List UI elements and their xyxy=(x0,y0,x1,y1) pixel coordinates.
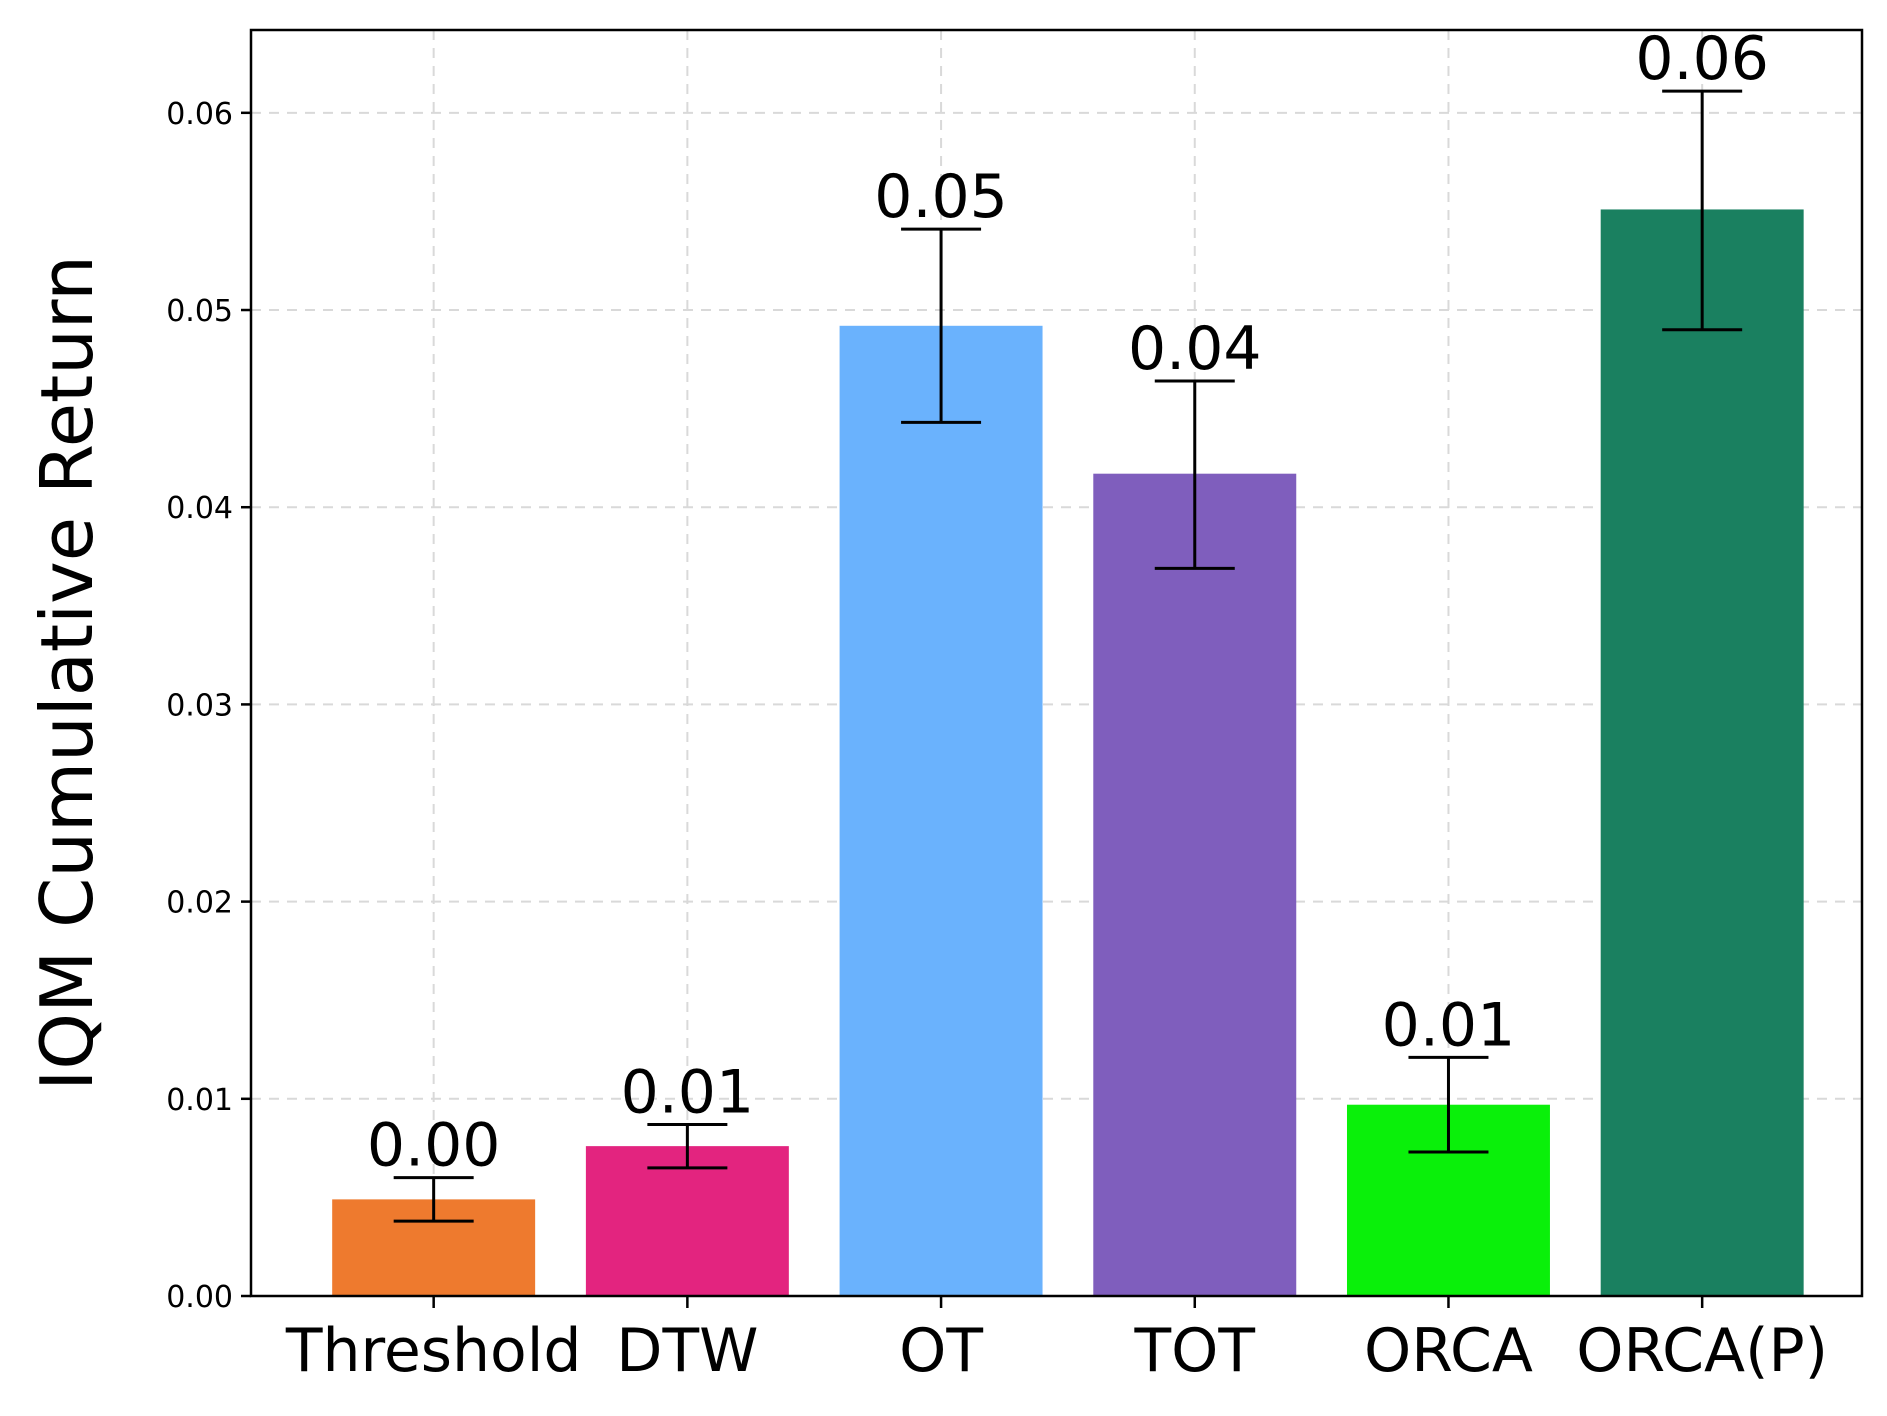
bar-orca-p xyxy=(1600,209,1804,1296)
y-tick-label: 0.04 xyxy=(166,491,233,526)
x-tick-label: TOT xyxy=(1134,1316,1256,1386)
data-labels-layer: 0.00 0.01 0.05 0.04 0.01 0.06 xyxy=(367,24,1769,1181)
y-tick-label: 0.03 xyxy=(166,688,233,723)
bar-dtw xyxy=(585,1146,789,1296)
data-label: 0.06 xyxy=(1635,24,1769,94)
x-axis-ticks: Threshold DTW OT TOT ORCA ORCA(P) xyxy=(285,1296,1828,1386)
x-tick-label: Threshold xyxy=(285,1316,582,1386)
bar-ot xyxy=(839,325,1043,1296)
data-label: 0.01 xyxy=(1382,990,1516,1060)
y-tick-label: 0.01 xyxy=(166,1083,233,1118)
bar-tot xyxy=(1093,473,1297,1296)
error-bars-layer xyxy=(393,89,1743,1223)
x-tick-label: ORCA(P) xyxy=(1576,1316,1828,1386)
bars-layer xyxy=(332,209,1804,1296)
y-tick-label: 0.06 xyxy=(166,97,233,132)
y-tick-label: 0.05 xyxy=(166,294,233,329)
x-tick-label: DTW xyxy=(616,1316,758,1386)
x-tick-label: ORCA xyxy=(1364,1316,1533,1386)
y-axis-ticks: 0.00 0.01 0.02 0.03 0.04 0.05 0.06 xyxy=(166,97,251,1315)
data-label: 0.00 xyxy=(367,1111,501,1181)
y-tick-label: 0.02 xyxy=(166,886,233,921)
y-tick-label: 0.00 xyxy=(166,1280,233,1315)
data-label: 0.05 xyxy=(874,162,1008,232)
data-label: 0.01 xyxy=(621,1057,755,1127)
plot-frame xyxy=(249,28,1864,1298)
data-label: 0.04 xyxy=(1128,314,1262,384)
x-tick-label: OT xyxy=(899,1316,983,1386)
y-axis-title: IQM Cumulative Return xyxy=(25,255,109,1091)
